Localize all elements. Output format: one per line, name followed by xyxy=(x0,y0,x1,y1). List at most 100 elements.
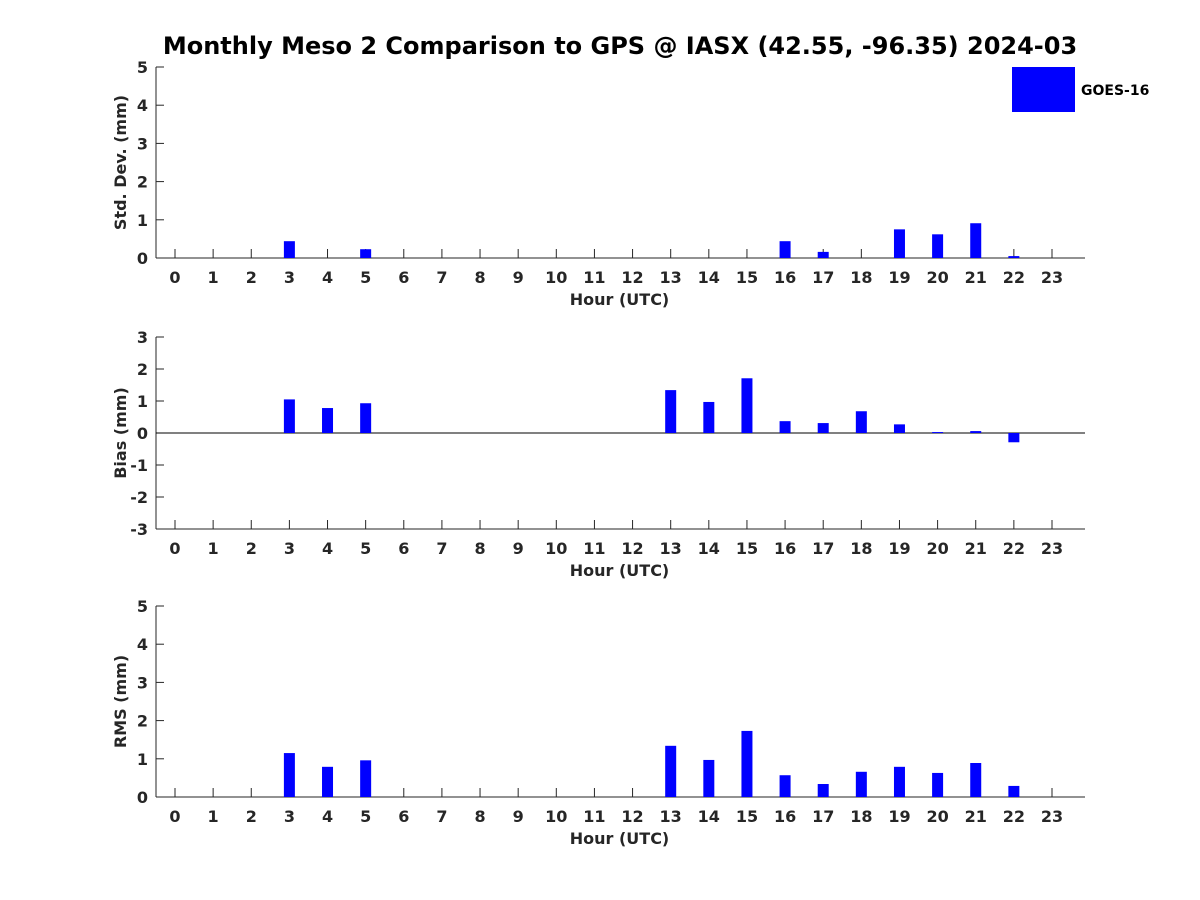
rms-x-tick-label: 23 xyxy=(1041,807,1063,826)
stddev-x-tick-label: 9 xyxy=(513,268,524,287)
rms-x-tick-label: 19 xyxy=(888,807,910,826)
stddev-y-tick-label: 1 xyxy=(137,211,148,230)
rms-y-tick-label: 5 xyxy=(137,597,148,616)
rms-bar-hour-3 xyxy=(283,753,295,797)
bias-x-tick-label: 21 xyxy=(965,539,987,558)
bias-x-tick-label: 5 xyxy=(360,539,371,558)
bias-x-tick-label: 3 xyxy=(284,539,295,558)
stddev-bar-hour-22 xyxy=(1008,256,1020,258)
rms-x-tick-label: 1 xyxy=(208,807,219,826)
bias-x-tick-label: 13 xyxy=(660,539,682,558)
bias-bar-hour-15 xyxy=(741,378,753,433)
rms-bar-hour-18 xyxy=(855,771,867,797)
stddev-x-tick-label: 23 xyxy=(1041,268,1063,287)
stddev-x-tick-label: 5 xyxy=(360,268,371,287)
stddev-x-tick-label: 22 xyxy=(1003,268,1025,287)
stddev-x-tick-label: 14 xyxy=(698,268,720,287)
bias-y-tick-label: -1 xyxy=(130,456,148,475)
rms-x-tick-label: 16 xyxy=(774,807,796,826)
rms-bar-hour-15 xyxy=(741,730,753,797)
rms-x-tick-label: 12 xyxy=(621,807,643,826)
bias-x-label: Hour (UTC) xyxy=(570,561,670,580)
stddev-x-tick-label: 20 xyxy=(926,268,948,287)
stddev-bar-hour-3 xyxy=(283,241,295,258)
stddev-x-tick-label: 6 xyxy=(398,268,409,287)
rms-x-tick-label: 18 xyxy=(850,807,872,826)
bias-bar-hour-17 xyxy=(817,423,829,433)
stddev-x-tick-label: 19 xyxy=(888,268,910,287)
rms-x-tick-label: 21 xyxy=(965,807,987,826)
stddev-x-tick-label: 17 xyxy=(812,268,834,287)
bias-x-tick-label: 7 xyxy=(436,539,447,558)
bias-x-tick-label: 12 xyxy=(621,539,643,558)
rms-x-tick-label: 0 xyxy=(169,807,180,826)
rms-bar-hour-16 xyxy=(779,775,791,797)
bias-x-tick-label: 1 xyxy=(208,539,219,558)
rms-bar-hour-5 xyxy=(360,760,372,797)
rms-bar-hour-14 xyxy=(703,759,715,797)
stddev-x-tick-label: 7 xyxy=(436,268,447,287)
stddev-bar-hour-17 xyxy=(817,251,829,258)
rms-y-tick-label: 0 xyxy=(137,788,148,807)
bias-y-tick-label: 1 xyxy=(137,392,148,411)
stddev-y-tick-label: 4 xyxy=(137,96,148,115)
rms-bar-hour-17 xyxy=(817,784,829,797)
stddev-x-tick-label: 3 xyxy=(284,268,295,287)
rms-x-tick-label: 9 xyxy=(513,807,524,826)
rms-x-tick-label: 13 xyxy=(660,807,682,826)
legend-label: GOES-16 xyxy=(1081,83,1149,99)
bias-x-tick-label: 6 xyxy=(398,539,409,558)
rms-x-tick-label: 2 xyxy=(246,807,257,826)
stddev-x-tick-label: 2 xyxy=(246,268,257,287)
rms-x-tick-label: 17 xyxy=(812,807,834,826)
bias-bar-hour-13 xyxy=(665,390,677,433)
bias-y-tick-label: 2 xyxy=(137,360,148,379)
stddev-bar-hour-21 xyxy=(970,223,982,258)
stddev-x-tick-label: 0 xyxy=(169,268,180,287)
bias-x-tick-label: 10 xyxy=(545,539,567,558)
rms-y-tick-label: 1 xyxy=(137,750,148,769)
stddev-y-label: Std. Dev. (mm) xyxy=(111,95,130,230)
bias-y-tick-label: 3 xyxy=(137,328,148,347)
rms-x-tick-label: 11 xyxy=(583,807,605,826)
bias-x-tick-label: 9 xyxy=(513,539,524,558)
rms-x-tick-label: 7 xyxy=(436,807,447,826)
bias-bar-hour-4 xyxy=(322,408,334,433)
bias-bar-hour-19 xyxy=(893,424,905,433)
stddev-bar-hour-16 xyxy=(779,241,791,258)
stddev-y-tick-label: 0 xyxy=(137,249,148,268)
rms-x-tick-label: 5 xyxy=(360,807,371,826)
bias-y-tick-label: -2 xyxy=(130,488,148,507)
stddev-x-tick-label: 15 xyxy=(736,268,758,287)
stddev-x-tick-label: 21 xyxy=(965,268,987,287)
bias-x-tick-label: 19 xyxy=(888,539,910,558)
stddev-x-tick-label: 18 xyxy=(850,268,872,287)
rms-x-tick-label: 6 xyxy=(398,807,409,826)
rms-bar-hour-19 xyxy=(893,766,905,797)
rms-x-tick-label: 20 xyxy=(926,807,948,826)
stddev-x-tick-label: 11 xyxy=(583,268,605,287)
rms-bar-hour-21 xyxy=(970,763,982,797)
rms-y-tick-label: 3 xyxy=(137,673,148,692)
stddev-x-tick-label: 4 xyxy=(322,268,333,287)
rms-y-tick-label: 4 xyxy=(137,635,148,654)
bias-bar-hour-18 xyxy=(855,411,867,433)
rms-bar-hour-13 xyxy=(665,745,677,797)
bias-y-tick-label: 0 xyxy=(137,424,148,443)
bias-x-tick-label: 0 xyxy=(169,539,180,558)
bias-bar-hour-3 xyxy=(283,399,295,433)
rms-x-tick-label: 4 xyxy=(322,807,333,826)
bias-bar-hour-16 xyxy=(779,421,791,433)
bias-x-tick-label: 22 xyxy=(1003,539,1025,558)
bias-x-tick-label: 11 xyxy=(583,539,605,558)
stddev-x-tick-label: 13 xyxy=(660,268,682,287)
legend-swatch xyxy=(1012,67,1075,112)
bias-bar-hour-5 xyxy=(360,403,372,433)
stddev-bar-hour-19 xyxy=(893,229,905,258)
bias-x-tick-label: 23 xyxy=(1041,539,1063,558)
legend: GOES-16 xyxy=(1012,67,1149,112)
rms-x-tick-label: 14 xyxy=(698,807,720,826)
